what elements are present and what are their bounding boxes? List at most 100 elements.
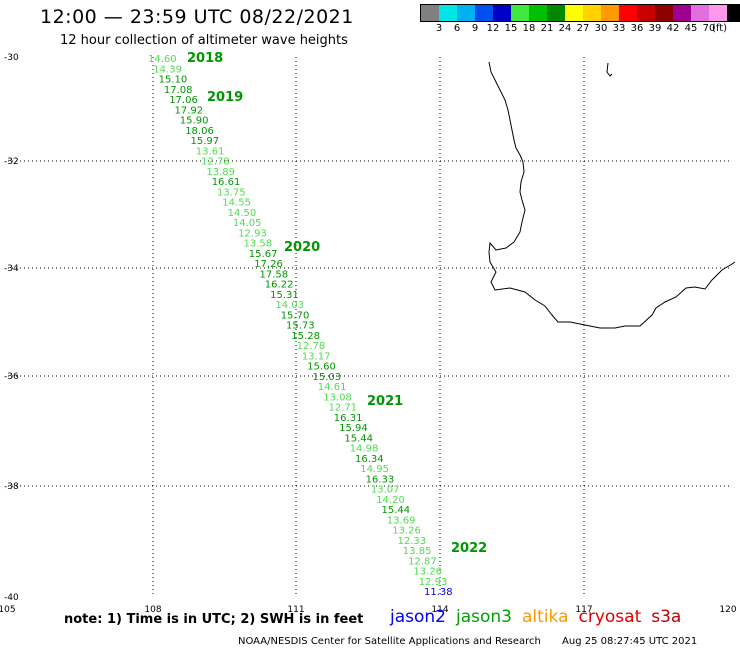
wave-height-value: 15.44 — [382, 505, 411, 516]
year-label: 2022 — [451, 541, 487, 556]
wave-height-value: 15.03 — [313, 372, 342, 383]
wave-height-value: 15.31 — [270, 290, 299, 301]
wave-height-value: 12.93 — [238, 228, 267, 239]
color-scale-swatch — [583, 5, 601, 21]
coastline — [488, 61, 736, 329]
color-scale-label: 36 — [630, 23, 644, 34]
latitude-tick-label: -40 — [4, 593, 19, 603]
wave-height-value: 17.08 — [164, 85, 193, 96]
wave-height-value: 13.08 — [323, 392, 352, 403]
wave-height-value: 14.03 — [275, 300, 304, 311]
latitude-tick-label: -34 — [4, 264, 19, 274]
color-scale-label: 15 — [504, 23, 518, 34]
longitude-tick-label: 108 — [144, 605, 161, 615]
color-scale-label: 21 — [540, 23, 554, 34]
color-scale-label: 27 — [576, 23, 590, 34]
wave-height-value: 15.44 — [344, 433, 373, 444]
wave-height-value: 14.39 — [153, 64, 182, 75]
longitude-tick-label: 117 — [575, 605, 592, 615]
color-scale-label: 6 — [453, 23, 461, 34]
year-label: 2020 — [284, 240, 320, 255]
wave-height-value: 17.92 — [175, 105, 204, 116]
wave-height-value: 14.55 — [222, 198, 251, 209]
color-scale-swatch — [439, 5, 457, 21]
wave-height-value: 12.78 — [297, 341, 326, 352]
longitude-tick-label: 114 — [431, 605, 448, 615]
wave-height-value: 12.33 — [398, 536, 427, 547]
color-scale-swatch — [457, 5, 475, 21]
latitude-tick-label: -36 — [4, 372, 19, 382]
footer-credit: NOAA/NESDIS Center for Satellite Applica… — [238, 636, 697, 647]
wave-height-value: 15.70 — [281, 310, 310, 321]
wave-height-value: 13.17 — [302, 351, 331, 362]
color-scale-swatch — [565, 5, 583, 21]
color-scale-label: 24 — [558, 23, 572, 34]
color-scale-swatch — [619, 5, 637, 21]
color-scale-swatch — [637, 5, 655, 21]
color-scale-swatch — [475, 5, 493, 21]
wave-height-value: 13.61 — [196, 146, 225, 157]
color-scale-label: 12 — [486, 23, 500, 34]
year-label: 2021 — [367, 394, 403, 409]
color-scale-swatch — [421, 5, 439, 21]
wave-height-value: 16.34 — [355, 454, 384, 465]
color-scale-swatch — [601, 5, 619, 21]
wave-height-value: 13.58 — [244, 239, 273, 250]
color-scale-label: 42 — [666, 23, 680, 34]
map-gridlines — [8, 57, 730, 597]
wave-height-value: 14.95 — [360, 464, 389, 475]
year-label: 2019 — [207, 90, 243, 105]
wave-height-value: 14.98 — [350, 444, 379, 455]
wave-height-value: 15.73 — [286, 321, 315, 332]
map-title: 12:00 — 23:59 UTC 08/22/2021 — [40, 6, 354, 28]
wave-height-value: 16.61 — [212, 177, 241, 188]
wave-height-value: 16.31 — [334, 413, 363, 424]
wave-height-value: 13.85 — [403, 546, 432, 557]
latitude-tick-label: -38 — [4, 482, 19, 492]
satellite-legend: jason2 jason3 altika cryosat s3a — [390, 607, 691, 627]
wave-height-value: 14.05 — [233, 218, 262, 229]
color-scale-label: 39 — [648, 23, 662, 34]
year-label: 2018 — [187, 51, 223, 66]
track-observations: 14.6014.3915.1017.0817.0617.9215.9018.06… — [148, 54, 453, 598]
wave-height-value: 11.38 — [424, 587, 453, 598]
longitude-labels: 105 108 111 114 117 120 — [0, 605, 737, 615]
credit-organization: NOAA/NESDIS Center for Satellite Applica… — [238, 636, 541, 647]
wave-height-value: 14.20 — [376, 495, 405, 506]
wave-height-value: 12.87 — [408, 556, 437, 567]
wave-height-value: 13.69 — [387, 515, 416, 526]
credit-timestamp: Aug 25 08:27:45 UTC 2021 — [562, 636, 698, 647]
wave-height-value: 18.06 — [185, 126, 214, 137]
color-scale-swatch — [493, 5, 511, 21]
latitude-labels: -30 -32 -34 -36 -38 -40 — [4, 53, 19, 603]
latitude-tick-label: -30 — [4, 53, 19, 63]
longitude-tick-label: 105 — [0, 605, 16, 615]
legend-jason2: jason2 — [390, 607, 446, 627]
wave-height-value: 13.26 — [413, 567, 442, 578]
legend-jason3: jason3 — [456, 607, 512, 627]
color-scale-swatch — [529, 5, 547, 21]
color-scale-label: 45 — [684, 23, 698, 34]
color-scale: 3 6 9 12 15 18 21 24 27 30 33 36 39 42 45 70 (ft) — [420, 4, 740, 34]
wave-height-value: 15.97 — [191, 136, 220, 147]
color-scale-label: 33 — [612, 23, 626, 34]
longitude-tick-label: 120 — [719, 605, 736, 615]
color-scale-label: 18 — [522, 23, 536, 34]
wave-height-value: 15.28 — [291, 331, 320, 342]
legend-s3a: s3a — [651, 607, 682, 627]
legend-cryosat: cryosat — [578, 607, 642, 627]
wave-height-value: 13.89 — [206, 167, 235, 178]
color-scale-swatch — [691, 5, 709, 21]
wave-height-value: 12.71 — [329, 403, 358, 414]
color-scale-label: 3 — [435, 23, 443, 34]
wave-height-value: 13.07 — [371, 485, 400, 496]
wave-height-value: 15.60 — [307, 362, 336, 373]
color-scale-swatch — [511, 5, 529, 21]
color-scale-swatch — [547, 5, 565, 21]
wave-height-value: 12.93 — [419, 577, 448, 588]
wave-height-value: 15.67 — [249, 249, 278, 260]
coastline-islet — [606, 62, 613, 77]
wave-height-value: 16.33 — [366, 474, 395, 485]
wave-height-value: 15.90 — [180, 116, 209, 127]
